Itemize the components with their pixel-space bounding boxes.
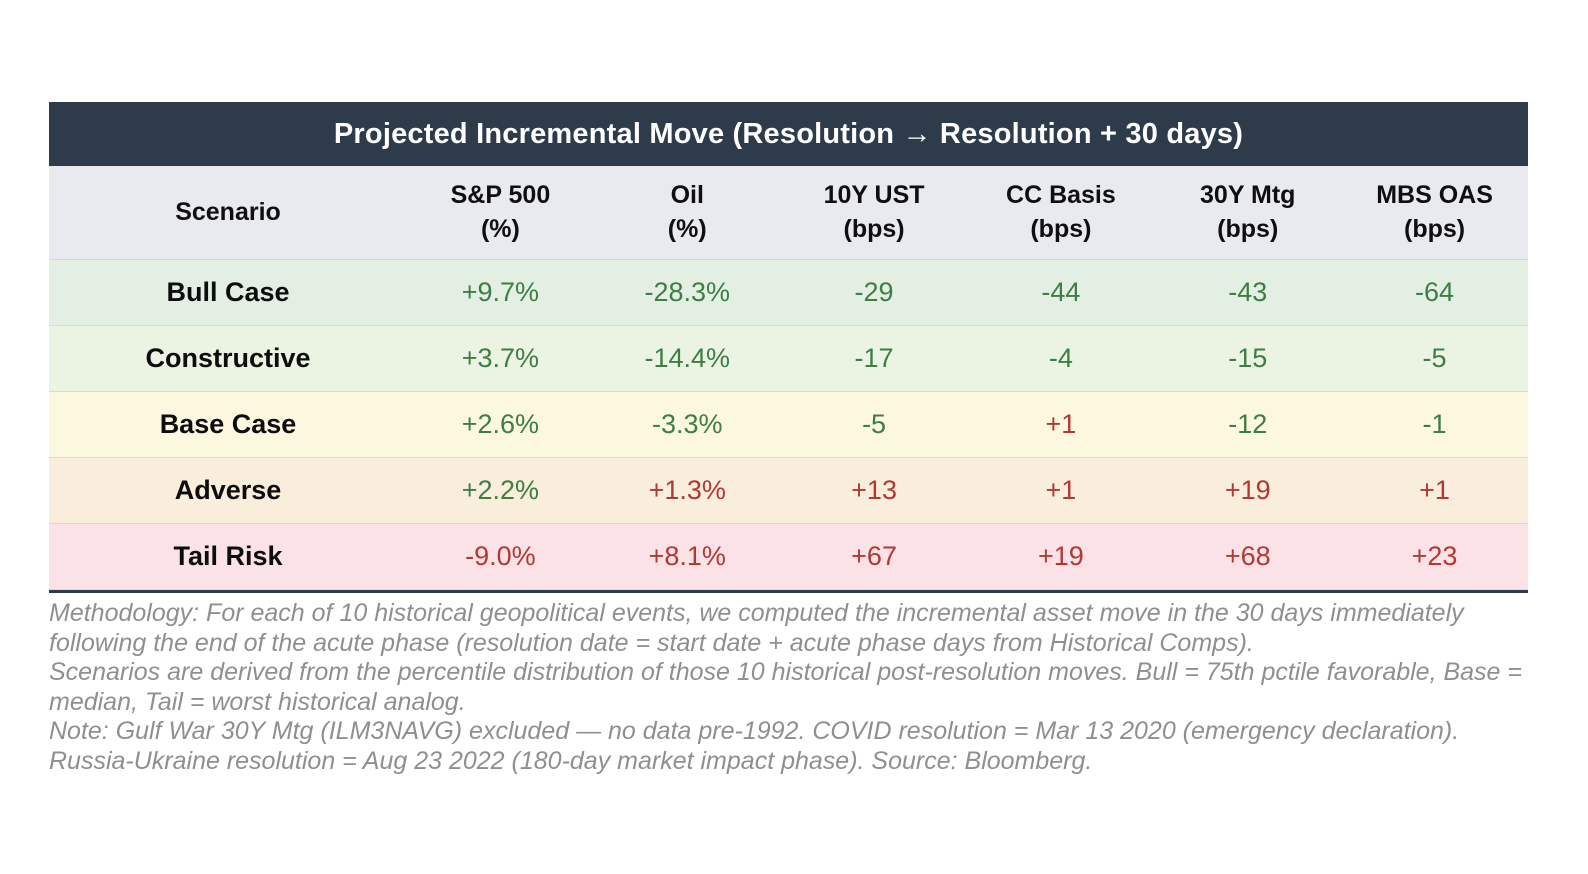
cell-value: -15	[1228, 343, 1268, 373]
cell-value: -4	[1048, 343, 1073, 373]
column-label: CC Basis	[1006, 180, 1116, 209]
cell-value: +1.3%	[648, 475, 726, 505]
cell-value: +9.7%	[461, 277, 540, 307]
footnote-block: Methodology: For each of 10 historical g…	[49, 599, 1528, 776]
column-label: Scenario	[175, 197, 281, 226]
cell-value: -12	[1228, 409, 1268, 439]
table-row-base-case: Base Case +2.6% -3.3% -5 +1 -12 -1	[49, 392, 1528, 458]
scenario-label: Constructive	[145, 343, 311, 373]
scenario-table: Projected Incremental Move (Resolution →…	[49, 102, 1528, 593]
table-bottom-border	[49, 590, 1528, 593]
cell-value: -28.3%	[644, 277, 731, 307]
cell-value: -9.0%	[465, 541, 536, 571]
table-row-bull-case: Bull Case +9.7% -28.3% -29 -44 -43 -64	[49, 260, 1528, 326]
column-unit: (%)	[480, 215, 520, 243]
footnote-note-source: Note: Gulf War 30Y Mtg (ILM3NAVG) exclud…	[49, 717, 1460, 775]
column-unit: (bps)	[843, 215, 905, 243]
cell-value: +3.7%	[461, 343, 540, 373]
cell-value: +8.1%	[648, 541, 726, 571]
column-label: MBS OAS	[1376, 180, 1493, 209]
column-header-sp500: S&P 500 (%)	[407, 166, 594, 259]
cell-value: -44	[1041, 277, 1081, 307]
table-row-adverse: Adverse +2.2% +1.3% +13 +1 +19 +1	[49, 458, 1528, 524]
cell-value: -3.3%	[651, 409, 723, 439]
column-header-30y-mtg: 30Y Mtg (bps)	[1154, 166, 1341, 259]
column-label: Oil	[670, 180, 704, 209]
column-header-mbs-oas: MBS OAS (bps)	[1341, 166, 1528, 259]
table-title-bar: Projected Incremental Move (Resolution →…	[49, 102, 1528, 166]
column-header-scenario: Scenario	[49, 166, 407, 259]
cell-value: +13	[851, 475, 897, 505]
cell-value: +1	[1045, 475, 1077, 505]
scenario-label: Tail Risk	[173, 541, 283, 571]
scenario-label: Bull Case	[166, 277, 290, 307]
column-label: S&P 500	[450, 180, 551, 209]
column-unit: (%)	[667, 215, 707, 243]
scenario-label: Base Case	[159, 409, 297, 439]
column-label: 30Y Mtg	[1200, 180, 1296, 209]
table-title: Projected Incremental Move (Resolution →…	[333, 117, 1244, 150]
column-label: 10Y UST	[823, 180, 925, 209]
footnote-scenarios: Scenarios are derived from the percentil…	[49, 658, 1523, 716]
cell-value: +23	[1411, 541, 1458, 571]
cell-value: -5	[862, 409, 887, 439]
column-header-oil: Oil (%)	[594, 166, 781, 259]
table-row-tail-risk: Tail Risk -9.0% +8.1% +67 +19 +68 +23	[49, 524, 1528, 590]
cell-value: -1	[1422, 409, 1447, 439]
cell-value: -14.4%	[644, 343, 731, 373]
table-row-constructive: Constructive +3.7% -14.4% -17 -4 -15 -5	[49, 326, 1528, 392]
cell-value: +1	[1045, 409, 1077, 439]
cell-value: -64	[1415, 277, 1455, 307]
footnote-methodology: Methodology: For each of 10 historical g…	[49, 599, 1464, 657]
column-header-cc-basis: CC Basis (bps)	[967, 166, 1154, 259]
cell-value: +1	[1419, 475, 1450, 505]
cell-value: +67	[851, 541, 897, 571]
cell-value: +19	[1037, 541, 1084, 571]
cell-value: -17	[854, 343, 894, 373]
cell-value: +2.2%	[461, 475, 540, 505]
cell-value: -43	[1228, 277, 1268, 307]
column-unit: (bps)	[1030, 215, 1092, 243]
cell-value: +2.6%	[461, 409, 540, 439]
cell-value: +68	[1224, 541, 1271, 571]
column-unit: (bps)	[1404, 215, 1466, 243]
column-header-row: Scenario S&P 500 (%) Oil (%) 10Y UST (bps) …	[49, 166, 1528, 260]
column-unit: (bps)	[1217, 215, 1279, 243]
cell-value: +19	[1224, 475, 1271, 505]
scenario-label: Adverse	[174, 475, 282, 505]
cell-value: -29	[854, 277, 894, 307]
cell-value: -5	[1422, 343, 1447, 373]
column-header-10y-ust: 10Y UST (bps)	[781, 166, 968, 259]
